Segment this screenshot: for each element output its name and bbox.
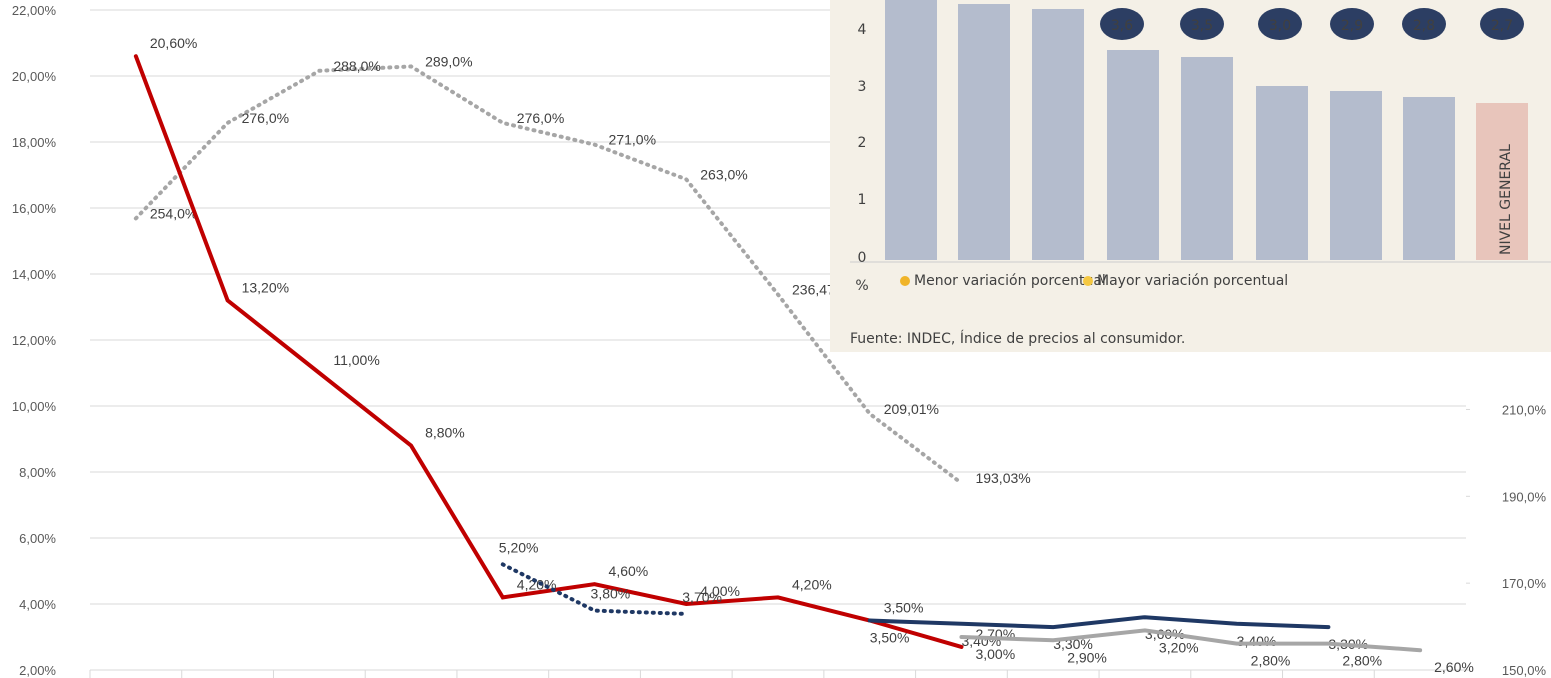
x-tick-label: Agosto [758,676,798,678]
data-label: 276,0% [517,110,564,126]
inset-bar [885,0,937,260]
y2-tick-label: 190,0% [1502,489,1547,504]
data-label: 5,20% [499,539,539,555]
inset-bar [1256,86,1308,260]
x-tick-label: Diciembre [1116,676,1175,678]
data-label: 3,20% [1159,639,1199,655]
inset-badge-label: 2,9 [1341,18,1363,34]
inset-axis-label: 3 [858,79,867,95]
y-tick-label: 14,00% [12,267,57,282]
data-label: 3,70% [682,589,722,605]
data-label: 271,0% [609,132,656,148]
x-tick-label: Julio [673,676,700,678]
y2-tick-label: 170,0% [1502,576,1547,591]
data-label: 193,03% [975,470,1030,486]
x-tick-label: Marzo [1402,676,1438,678]
inset-axis-label: 1 [858,192,867,208]
inset-bar [1330,91,1382,260]
data-label: 2,90% [1067,649,1107,665]
inset-badge-label: 3,5 [1191,18,1213,34]
inset-badge [1258,8,1302,40]
data-label: 20,60% [150,35,197,51]
data-label: 13,20% [242,279,289,295]
y2-tick-label: 210,0% [1502,402,1547,417]
inset-badge-label: 3,0 [1269,18,1291,34]
x-tick-label: Mayo [487,676,519,678]
data-label: 2,80% [1251,653,1291,669]
inset-legend-dot [1083,276,1093,286]
data-label: 263,0% [700,166,747,182]
x-tick-label: Enero [119,676,154,678]
data-label: 2,60% [1434,659,1474,675]
inset-badge [1402,8,1446,40]
data-label: 3,00% [975,646,1015,662]
data-label: 2,80% [1342,653,1382,669]
data-label: 288,0% [333,58,380,74]
data-label: 8,80% [425,425,465,441]
y-tick-label: 10,00% [12,399,57,414]
x-tick-label: Febrero [1306,676,1352,678]
y-tick-label: 22,00% [12,3,57,18]
inset-bar [1403,97,1455,260]
x-tick-label: Septiembre [836,676,902,678]
inset-bar [1032,9,1084,260]
inset-badge-label: 2,7 [1491,18,1513,34]
data-label: 4,20% [517,576,557,592]
inset-badge-label: 2,8 [1413,18,1435,34]
y-tick-label: 2,00% [19,663,56,678]
inset-legend: Mayor variación porcentual [1097,273,1288,289]
inset-bar-label: NIVEL GENERAL [1498,144,1514,255]
inset-bar [1107,50,1159,260]
inset-bar [1181,57,1233,260]
series-line [500,562,689,616]
inset-badge [1330,8,1374,40]
y-tick-label: 20,00% [12,69,57,84]
data-label: 276,0% [242,110,289,126]
inset-badge-label: 3,6 [1111,18,1133,34]
data-label: 254,0% [150,205,197,221]
y-tick-label: 18,00% [12,135,57,150]
data-label: 3,50% [884,600,924,616]
x-tick-label: Octubre [938,676,984,678]
inset-legend: Menor variación porcentual [914,273,1106,289]
series-line [133,64,964,486]
data-label: 4,20% [792,576,832,592]
inset-badge [1480,8,1524,40]
data-label: 3,50% [870,630,910,646]
series-line [959,628,1423,653]
series-line [867,615,1331,630]
inset-badge [1100,8,1144,40]
x-tick-label: Febrero [205,676,251,678]
data-label: 11,00% [333,352,379,368]
y-tick-label: 12,00% [12,333,57,348]
y-tick-label: 6,00% [19,531,56,546]
inset-axis-label: 2 [858,135,867,151]
x-tick-label: Enero [1219,676,1254,678]
y-tick-label: 8,00% [19,465,56,480]
y2-tick-label: 150,0% [1502,663,1547,678]
x-tick-label: Noviembre [1022,676,1085,678]
x-tick-label: Abril [398,676,424,678]
inset-source: Fuente: INDEC, Índice de precios al cons… [850,330,1185,347]
data-label: 209,01% [884,401,939,417]
x-tick-label: Junio [579,676,610,678]
data-label: 4,60% [609,563,649,579]
series-line [133,54,964,649]
data-label: 289,0% [425,53,472,69]
inset-legend-dot [900,276,910,286]
inset-axis-label: 0 [858,250,867,266]
inset-axis-label: % [855,278,868,294]
data-label: 3,40% [1237,633,1277,649]
y-tick-label: 4,00% [19,597,56,612]
data-label: 3,80% [591,586,631,602]
inset-bar [958,4,1010,260]
inset-bar [1476,103,1528,260]
inset-axis-label: 4 [858,22,867,38]
inset-badge [1180,8,1224,40]
data-label: 4,00% [700,583,740,599]
y-tick-label: 16,00% [12,201,57,216]
x-tick-label: Marzo [301,676,337,678]
inset-image: 3,6 3,5 3,0 2,9 2,8 2,7 4 3 2 1 0% NIVEL GENERAL M… [830,0,1551,352]
